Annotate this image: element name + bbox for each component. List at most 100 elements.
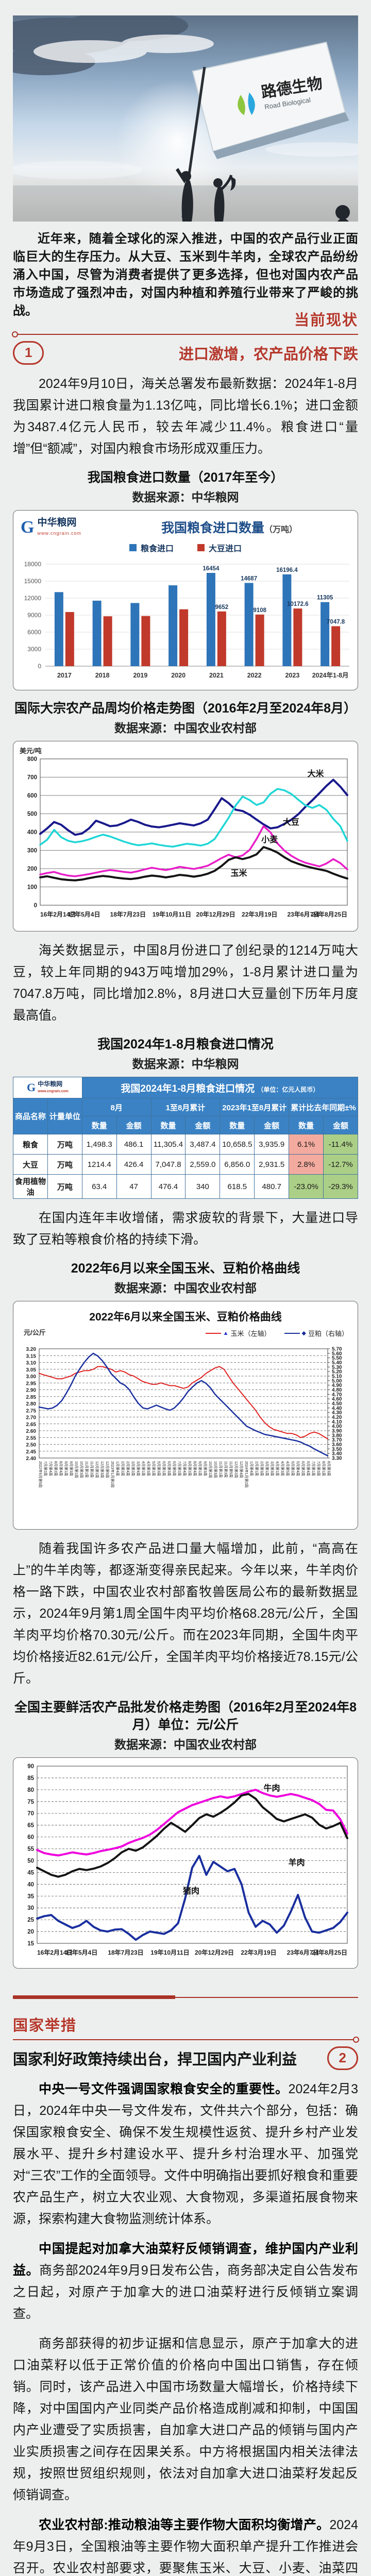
section1-number-badge: 1 xyxy=(13,341,44,365)
svg-text:2022: 2022 xyxy=(247,672,262,679)
svg-text:2019: 2019 xyxy=(133,672,147,679)
paragraph: 商务部获得的初步证据和信息显示，原产于加拿大的进口油菜籽以低于正常价值的价格向中… xyxy=(13,2336,358,2502)
svg-text:3月第2周: 3月第2周 xyxy=(131,1461,136,1476)
svg-text:1月第4周: 1月第4周 xyxy=(249,1461,254,1476)
svg-text:20: 20 xyxy=(27,1929,34,1935)
svg-text:9000: 9000 xyxy=(27,612,41,619)
chart2-unit-label: 美元/吨 xyxy=(20,747,42,755)
svg-text:2.45: 2.45 xyxy=(26,1449,37,1455)
svg-text:9月第1周: 9月第1周 xyxy=(198,1461,203,1476)
svg-text:23年6月7日: 23年6月7日 xyxy=(287,1948,319,1956)
svg-text:7月第4周: 7月第4周 xyxy=(182,1461,187,1476)
svg-text:60: 60 xyxy=(27,1835,34,1841)
figure4-source: 数据来源：中国农业农村部 xyxy=(114,1281,257,1295)
svg-text:5.70: 5.70 xyxy=(332,1347,342,1352)
svg-text:3.00: 3.00 xyxy=(26,1374,37,1380)
figure5-caption: 全国主要鲜活农产品批发价格走势图（2016年2月至2024年8月）单位：元/公斤 xyxy=(14,1700,357,1732)
section2-number-badge: 2 xyxy=(327,2046,358,2070)
svg-text:2018: 2018 xyxy=(95,672,110,679)
svg-text:14687: 14687 xyxy=(241,575,257,582)
svg-text:大豆: 大豆 xyxy=(283,817,299,827)
svg-text:0: 0 xyxy=(38,663,41,670)
svg-text:25: 25 xyxy=(27,1917,34,1923)
rule-dot xyxy=(353,2037,359,2043)
svg-text:11月第3周: 11月第3周 xyxy=(224,1461,228,1478)
svg-text:8月第4周: 8月第4周 xyxy=(59,1461,63,1476)
svg-text:16年2月14日: 16年2月14日 xyxy=(40,910,76,918)
svg-text:5月第4周: 5月第4周 xyxy=(296,1461,300,1476)
svg-text:100: 100 xyxy=(27,885,37,891)
svg-text:4.30: 4.30 xyxy=(332,1410,342,1416)
svg-text:3.70: 3.70 xyxy=(332,1437,342,1443)
figure1-caption: 我国粮食进口数量（2017年至今） xyxy=(87,470,284,485)
rule-dot xyxy=(12,331,18,337)
svg-text:12月第2周: 12月第2周 xyxy=(234,1461,239,1478)
svg-text:7月第4周: 7月第4周 xyxy=(48,1461,53,1476)
svg-text:2.70: 2.70 xyxy=(26,1415,37,1421)
svg-text:90: 90 xyxy=(27,1764,34,1770)
figure4-caption: 2022年6月以来全国玉米、豆粕价格曲线 xyxy=(71,1261,300,1276)
svg-text:玉米: 玉米 xyxy=(231,868,248,878)
svg-text:4.40: 4.40 xyxy=(332,1405,342,1411)
import-table: G 中华粮网 www.cngrain.com 我国2024年1-8月粮食进口情况 （单… xyxy=(13,1077,359,1199)
svg-text:6月第3周: 6月第3周 xyxy=(167,1461,172,1476)
svg-text:12月第5周: 12月第5周 xyxy=(105,1461,110,1478)
svg-text:5.30: 5.30 xyxy=(332,1365,342,1370)
svg-text:5月第2周: 5月第2周 xyxy=(291,1461,295,1476)
section2-stamp: 国家举措 xyxy=(13,2018,77,2034)
svg-text:18000: 18000 xyxy=(24,561,42,568)
svg-text:3.15: 3.15 xyxy=(26,1353,37,1359)
svg-text:11月第5周: 11月第5周 xyxy=(229,1461,233,1478)
intl-price-line-chart: 美元/吨 0 100 200 300 400 500 600 700 800 16年2月14日 17… xyxy=(13,741,358,931)
svg-text:18年7月23日: 18年7月23日 xyxy=(108,1948,143,1956)
svg-text:4.60: 4.60 xyxy=(332,1397,342,1402)
svg-text:700: 700 xyxy=(27,775,37,781)
paragraph: 随着我国许多农产品进口量大幅增加，此前，“高高在上”的牛羊肉等，都逐渐变得亲民起… xyxy=(13,1541,358,1686)
svg-text:70: 70 xyxy=(27,1811,34,1817)
intro-block: 近年来，随着全球化的深入推进，中国的农产品行业正面临巨大的生存压力。从大豆、玉米… xyxy=(13,230,358,320)
svg-text:12000: 12000 xyxy=(24,595,42,602)
svg-text:9652: 9652 xyxy=(215,604,229,611)
intro-paragraph: 近年来，随着全球化的深入推进，中国的农产品行业正面临巨大的生存压力。从大豆、玉米… xyxy=(13,232,358,318)
svg-text:4.00: 4.00 xyxy=(332,1424,342,1430)
svg-text:11月第3周: 11月第3周 xyxy=(90,1461,94,1478)
svg-text:11月第1周: 11月第1周 xyxy=(85,1461,89,1478)
svg-text:2.75: 2.75 xyxy=(26,1408,37,1414)
svg-text:17年5月4日: 17年5月4日 xyxy=(65,1948,98,1956)
chart2-plot: 0 100 200 300 400 500 600 700 800 16年2月14日 17年5月4日… xyxy=(13,741,358,931)
svg-text:7月第2周: 7月第2周 xyxy=(43,1461,48,1476)
svg-text:20年12月29日: 20年12月29日 xyxy=(195,1948,234,1956)
article-body: 当前现状 1 进口激增，农产品价格下跌 2024年9月10日，海关总署发布最新数… xyxy=(12,308,359,2576)
svg-text:75: 75 xyxy=(27,1799,34,1805)
svg-text:2024年1-8月: 2024年1-8月 xyxy=(312,671,349,679)
fresh-produce-line-chart: 15 20 25 30 35 40 45 50 55 60 65 70 75 80 85 90 16年2月14日… xyxy=(13,1757,358,1969)
figure3-source: 数据来源：中华粮网 xyxy=(132,1057,239,1071)
section2-title: 国家利好政策持续出台，捍卫国内产业利益 xyxy=(13,2052,297,2068)
svg-text:9108: 9108 xyxy=(253,607,266,614)
svg-text:3.40: 3.40 xyxy=(332,1451,342,1457)
svg-text:8月第4周: 8月第4周 xyxy=(193,1461,197,1476)
svg-text:5.60: 5.60 xyxy=(332,1351,342,1357)
chart1-plot: 0 3000 6000 9000 12000 15000 18000 2017 2018 2019… xyxy=(13,554,358,684)
svg-text:3月第4周: 3月第4周 xyxy=(136,1461,141,1476)
svg-text:2.90: 2.90 xyxy=(26,1388,37,1394)
svg-text:12月第1周: 12月第1周 xyxy=(95,1461,99,1478)
svg-text:2.80: 2.80 xyxy=(26,1401,37,1407)
svg-text:4月第5周: 4月第5周 xyxy=(285,1461,290,1476)
svg-text:3月第3周: 3月第3周 xyxy=(270,1461,275,1476)
svg-text:12月第3周: 12月第3周 xyxy=(100,1461,105,1478)
svg-text:300: 300 xyxy=(27,848,37,854)
figure3-caption: 我国2024年1-8月粮食进口情况 xyxy=(97,1037,274,1052)
svg-text:2.85: 2.85 xyxy=(26,1395,37,1400)
svg-text:4.10: 4.10 xyxy=(332,1419,342,1425)
svg-text:3.05: 3.05 xyxy=(26,1367,37,1373)
svg-text:2023: 2023 xyxy=(285,672,299,679)
svg-text:3.60: 3.60 xyxy=(332,1442,342,1448)
svg-text:4.80: 4.80 xyxy=(332,1387,342,1393)
chart1-title: 我国粮食进口数量（万吨） xyxy=(161,521,298,535)
svg-text:30: 30 xyxy=(27,1905,34,1911)
svg-text:5月第1周: 5月第1周 xyxy=(151,1461,156,1476)
svg-text:24年8月25日: 24年8月25日 xyxy=(312,1948,347,1956)
svg-text:大米: 大米 xyxy=(308,769,325,778)
svg-text:15: 15 xyxy=(27,1941,34,1947)
